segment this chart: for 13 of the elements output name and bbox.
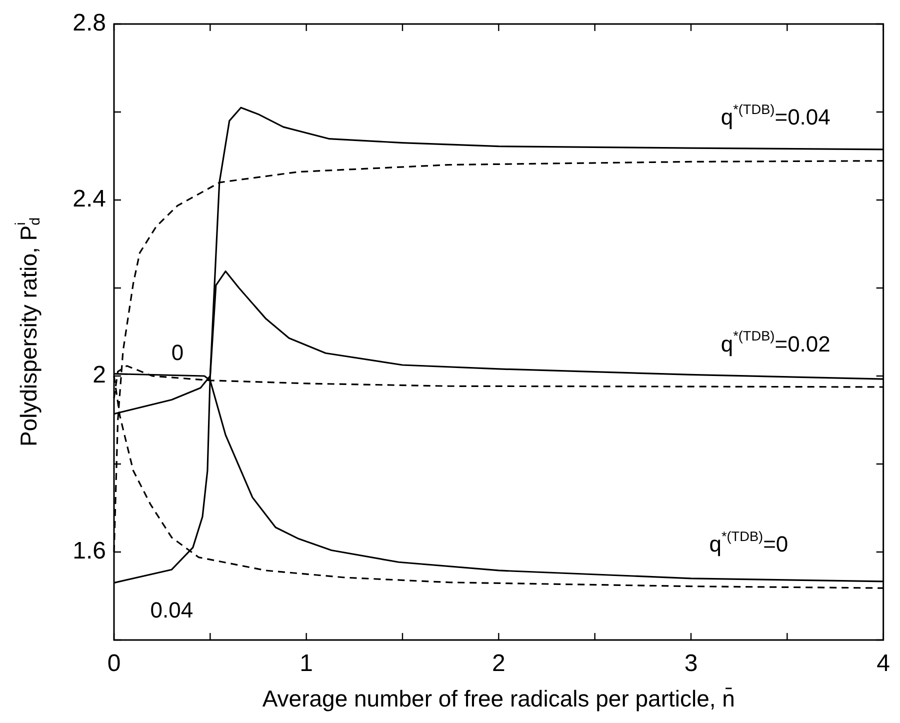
x-tick-label: 0	[107, 650, 121, 678]
annotation: 0.04	[150, 597, 194, 622]
y-tick-label: 2	[92, 362, 106, 389]
y-tick-label: 1.6	[72, 538, 106, 565]
x-tick-label: 1	[300, 650, 314, 678]
annotation: 0	[171, 340, 184, 366]
y-tick-label: 2.8	[72, 10, 106, 37]
x-tick-label: 3	[684, 650, 698, 678]
x-tick-label: 2	[492, 650, 506, 678]
x-tick-label: 4	[876, 650, 890, 678]
y-axis-title: Polydispersity ratio, Pdi	[13, 217, 44, 447]
x-axis-title: Average number of free radicals per particle, n̄	[262, 685, 735, 712]
y-tick-label: 2.4	[72, 186, 106, 213]
